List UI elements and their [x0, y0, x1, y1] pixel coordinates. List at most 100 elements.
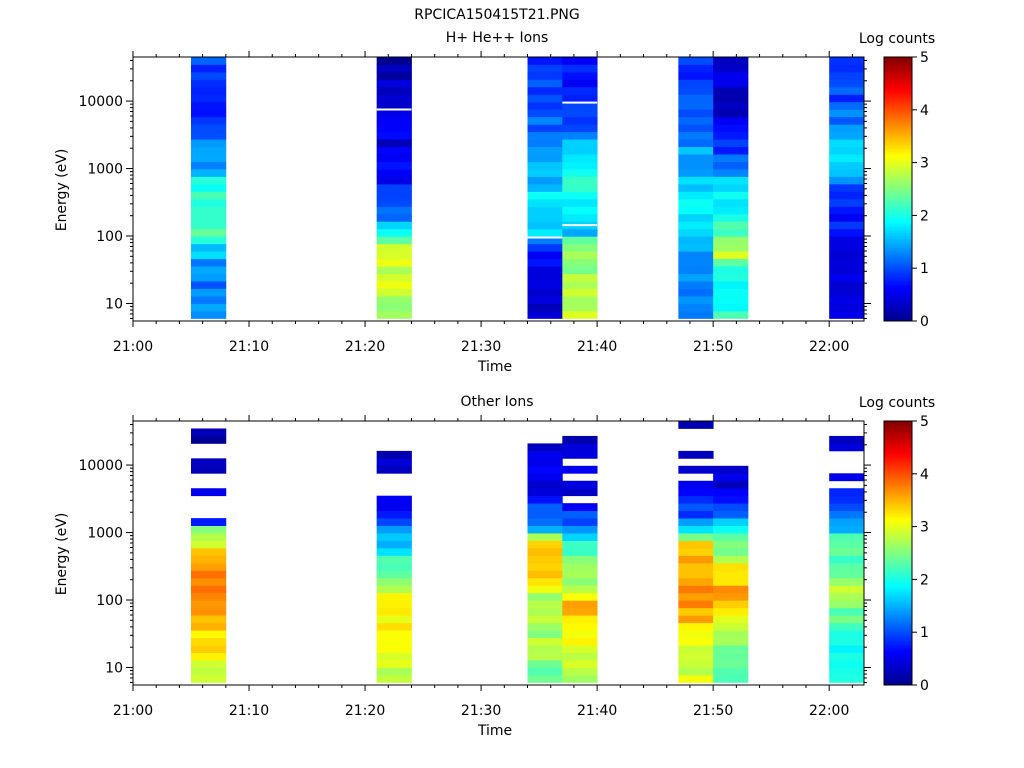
heatmap-cell: [678, 258, 714, 267]
heatmap-cell: [562, 258, 598, 267]
heatmap-cell: [678, 622, 714, 631]
x-tick-label: 21:50: [693, 339, 733, 355]
colorbar-segment: [884, 542, 912, 545]
y-tick-label: 10000: [78, 458, 123, 474]
heatmap-cell: [191, 213, 227, 222]
heatmap-cell: [527, 71, 563, 80]
heatmap-cell: [678, 296, 714, 304]
heatmap-cell: [562, 547, 598, 556]
colorbar-segment: [884, 555, 912, 558]
heatmap-cell: [527, 667, 563, 676]
heatmap-cell: [191, 251, 227, 260]
panel1-xlabel: Time: [477, 359, 512, 375]
heatmap-cell: [527, 79, 563, 88]
heatmap-cell: [829, 116, 865, 125]
heatmap-cell: [829, 258, 865, 267]
heatmap-cell: [678, 488, 714, 497]
heatmap-cell: [678, 637, 714, 646]
heatmap-cell: [678, 645, 714, 653]
heatmap-cell: [376, 592, 412, 601]
heatmap-cell: [562, 251, 598, 260]
heatmap-cell: [713, 161, 749, 170]
heatmap-cell: [191, 243, 227, 252]
heatmap-cell: [678, 585, 714, 594]
colorbar-segment: [884, 630, 912, 633]
heatmap-cell: [527, 488, 563, 497]
heatmap-cell: [713, 674, 749, 683]
colorbar-tick-label: 1: [920, 261, 929, 277]
heatmap-cell: [829, 124, 865, 133]
heatmap-cell: [376, 213, 412, 222]
heatmap-cell: [713, 86, 749, 95]
x-tick-label: 21:00: [113, 703, 153, 719]
panel1-heatmap: [191, 57, 865, 319]
heatmap-cell: [678, 600, 714, 609]
colorbar-segment: [884, 270, 912, 274]
colorbar-segment: [884, 257, 912, 260]
colorbar-segment: [884, 658, 912, 662]
data-gap-line: [562, 224, 598, 227]
colorbar-segment: [884, 491, 912, 495]
heatmap-cell: [829, 570, 865, 579]
heatmap-cell: [191, 131, 227, 140]
panel2-title: Other Ions: [460, 394, 533, 410]
heatmap-cell: [376, 206, 412, 215]
colorbar-segment: [884, 632, 912, 635]
colorbar-segment: [884, 310, 912, 313]
heatmap-cell: [713, 473, 749, 482]
colorbar-segment: [884, 175, 912, 179]
heatmap-cell: [191, 109, 227, 118]
heatmap-cell: [562, 480, 598, 489]
heatmap-cell: [678, 86, 714, 95]
x-tick-label: 22:00: [809, 339, 849, 355]
colorbar-segment: [884, 272, 912, 276]
heatmap-cell: [713, 198, 749, 207]
heatmap-cell: [562, 273, 598, 282]
colorbar-segment: [884, 153, 912, 157]
heatmap-cell: [191, 94, 227, 103]
heatmap-cell: [713, 547, 749, 556]
colorbar-segment: [884, 109, 912, 113]
colorbar-segment: [884, 500, 912, 503]
heatmap-cell: [527, 562, 563, 571]
heatmap-cell: [527, 540, 563, 549]
heatmap-cell: [527, 607, 563, 616]
colorbar-segment: [884, 440, 912, 444]
colorbar-segment: [884, 436, 912, 440]
heatmap-cell: [191, 101, 227, 110]
x-tick-label: 21:30: [461, 339, 501, 355]
heatmap-cell: [527, 630, 563, 639]
colorbar-segment: [884, 484, 912, 488]
colorbar-segment: [884, 305, 912, 309]
heatmap-cell: [678, 660, 714, 668]
colorbar-segment: [884, 564, 912, 567]
heatmap-cell: [376, 562, 412, 571]
heatmap-cell: [527, 251, 563, 260]
colorbar-segment: [884, 90, 912, 93]
colorbar-segment: [884, 303, 912, 307]
heatmap-cell: [713, 64, 749, 73]
heatmap-cell: [713, 637, 749, 646]
heatmap-cell: [527, 570, 563, 579]
heatmap-cell: [562, 562, 598, 571]
colorbar-segment: [884, 654, 912, 657]
heatmap-cell: [376, 124, 412, 133]
heatmap-cell: [713, 615, 749, 624]
colorbar-segment: [884, 59, 912, 62]
colorbar-segment: [884, 533, 912, 536]
heatmap-cell: [829, 273, 865, 282]
heatmap-cell: [562, 281, 598, 289]
colorbar-segment: [884, 509, 912, 512]
colorbar-segment: [884, 116, 912, 120]
heatmap-cell: [562, 667, 598, 676]
heatmap-cell: [191, 622, 227, 631]
colorbar-segment: [884, 178, 912, 181]
heatmap-cell: [562, 630, 598, 639]
heatmap-cell: [527, 86, 563, 95]
heatmap-cell: [191, 465, 227, 474]
heatmap-cell: [191, 146, 227, 155]
heatmap-cell: [376, 258, 412, 267]
heatmap-cell: [678, 540, 714, 549]
colorbar-segment: [884, 443, 912, 446]
